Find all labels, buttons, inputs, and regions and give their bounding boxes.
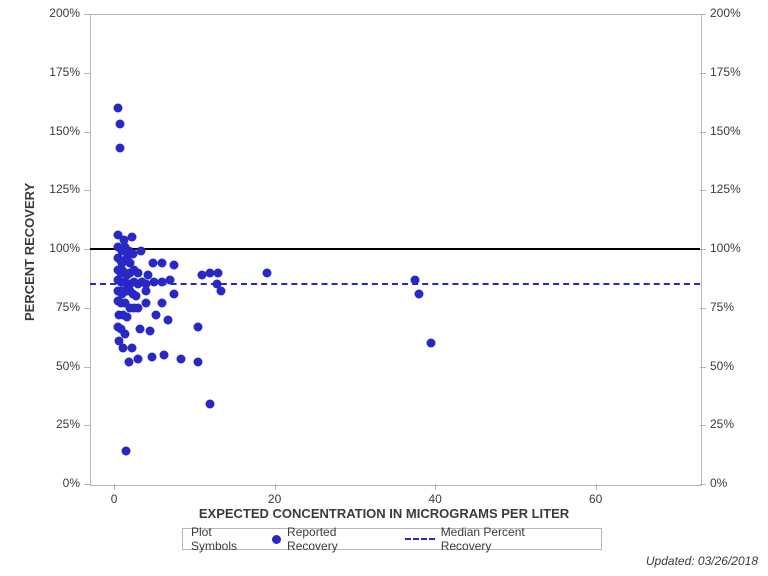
legend-label-reported: Reported Recovery [287, 525, 389, 553]
data-point [136, 247, 145, 256]
y-tick-label: 50% [0, 359, 80, 373]
data-point [194, 357, 203, 366]
data-point [166, 275, 175, 284]
y-tick-label-right: 50% [710, 359, 734, 373]
legend-item-median: Median Percent Recovery [405, 525, 577, 553]
data-point [206, 400, 215, 409]
x-tick-label: 20 [268, 492, 281, 506]
data-point [142, 287, 151, 296]
data-point [415, 289, 424, 298]
plot-area [90, 14, 702, 486]
y-tick-label-right: 125% [710, 182, 741, 196]
data-point [158, 299, 167, 308]
y-tick-label-right: 200% [710, 6, 741, 20]
refline-median [90, 283, 700, 285]
y-tick-label: 25% [0, 417, 80, 431]
footnote: Updated: 03/26/2018 [646, 554, 758, 568]
data-point [176, 355, 185, 364]
x-tick-label: 0 [111, 492, 118, 506]
data-point [122, 447, 131, 456]
data-point [146, 327, 155, 336]
data-point [170, 261, 179, 270]
legend-label-median: Median Percent Recovery [441, 525, 577, 553]
legend-dot-icon [272, 535, 281, 544]
y-tick-label: 125% [0, 182, 80, 196]
legend: Plot Symbols Reported Recovery Median Pe… [182, 528, 602, 550]
data-point [159, 350, 168, 359]
y-tick-label: 75% [0, 300, 80, 314]
data-point [118, 343, 127, 352]
x-tick-label: 40 [428, 492, 441, 506]
data-point [115, 143, 124, 152]
y-tick-label: 175% [0, 65, 80, 79]
y-tick-label: 100% [0, 241, 80, 255]
data-point [170, 289, 179, 298]
data-point [131, 292, 140, 301]
data-point [134, 355, 143, 364]
data-point [163, 315, 172, 324]
data-point [427, 339, 436, 348]
data-point [134, 268, 143, 277]
data-point [216, 287, 225, 296]
y-tick-label-right: 150% [710, 124, 741, 138]
data-point [135, 324, 144, 333]
data-point [124, 357, 133, 366]
y-tick-label: 150% [0, 124, 80, 138]
x-axis-title: EXPECTED CONCENTRATION IN MICROGRAMS PER… [0, 506, 768, 521]
y-tick-label: 0% [0, 476, 80, 490]
refline-100pct [90, 248, 700, 250]
y-tick-label-right: 0% [710, 476, 727, 490]
data-point [214, 268, 223, 277]
y-tick-label-right: 175% [710, 65, 741, 79]
data-point [158, 277, 167, 286]
data-point [115, 120, 124, 129]
y-tick-label-right: 25% [710, 417, 734, 431]
data-point [262, 268, 271, 277]
y-tick-label-right: 75% [710, 300, 734, 314]
legend-item-reported: Reported Recovery [272, 525, 389, 553]
x-tick-label: 60 [589, 492, 602, 506]
data-point [127, 233, 136, 242]
data-point [148, 259, 157, 268]
data-point [158, 259, 167, 268]
data-point [151, 310, 160, 319]
legend-title: Plot Symbols [191, 525, 260, 553]
recovery-scatter-chart: PERCENT RECOVERY EXPECTED CONCENTRATION … [0, 0, 768, 576]
data-point [142, 299, 151, 308]
data-point [122, 313, 131, 322]
y-tick-label: 200% [0, 6, 80, 20]
data-point [147, 353, 156, 362]
y-tick-label-right: 100% [710, 241, 741, 255]
data-point [194, 322, 203, 331]
data-point [114, 104, 123, 113]
data-point [127, 343, 136, 352]
legend-dash-icon [405, 538, 435, 540]
data-point [411, 275, 420, 284]
